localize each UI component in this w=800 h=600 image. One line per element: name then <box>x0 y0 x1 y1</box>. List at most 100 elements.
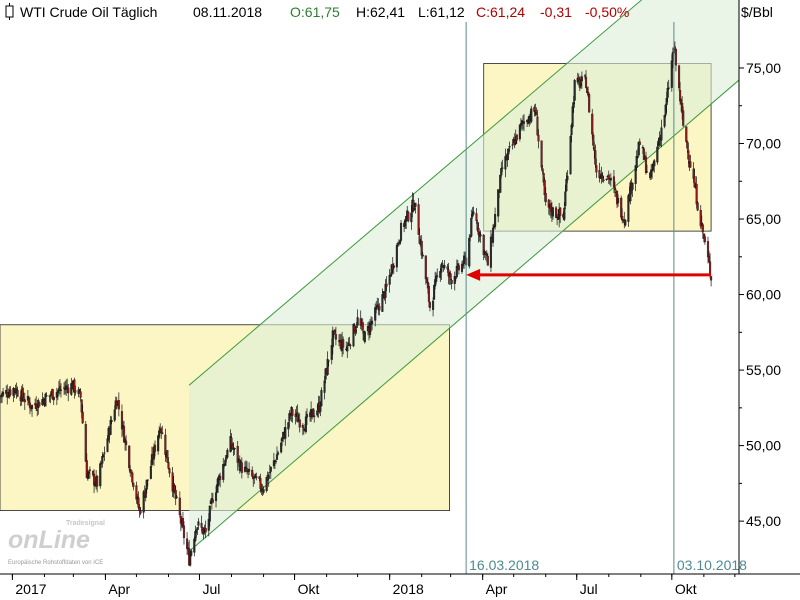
candle-body-392 <box>565 179 568 192</box>
candle-body-377 <box>543 180 546 196</box>
candle-body-59 <box>84 424 87 462</box>
candle-body-268 <box>385 283 388 287</box>
x-tick-label-1: Apr <box>108 581 130 597</box>
candle-body-403 <box>580 76 583 82</box>
candle-body-373 <box>537 134 540 142</box>
candle-body-378 <box>544 192 547 203</box>
x-tick-label-4: 2018 <box>393 581 424 597</box>
candle-body-312 <box>449 273 452 280</box>
svg-text:WTI Crude Oil Täglich 08: WTI Crude Oil Täglich 08.11.2018 O:61,75… <box>0 4 649 20</box>
candle-body-233 <box>334 334 337 340</box>
candle-body-148 <box>211 499 214 503</box>
candle-body-89 <box>128 445 131 469</box>
candle-body-3 <box>2 391 5 396</box>
candle-body-461 <box>665 98 668 105</box>
candle-body-91 <box>130 470 133 472</box>
candle-body-168 <box>240 462 243 473</box>
candle-body-187 <box>268 472 271 474</box>
candle-body-454 <box>656 146 659 163</box>
candle-body-327 <box>471 214 474 217</box>
candle-body-408 <box>588 94 591 113</box>
candle-body-277 <box>398 240 402 245</box>
candle-body-32 <box>44 393 47 407</box>
candle-body-55 <box>78 389 81 391</box>
candle-body-65 <box>93 473 96 486</box>
watermark: Tradesignal onLine Europäische Rohstoffd… <box>8 520 105 566</box>
candle-body-293 <box>421 254 424 257</box>
candle-body-198 <box>284 427 287 439</box>
candle-body-344 <box>497 189 500 217</box>
candle-body-224 <box>323 380 326 393</box>
candle-body-13 <box>16 390 19 397</box>
candle-body-383 <box>551 207 555 217</box>
candle-body-74 <box>106 438 109 452</box>
candle-body-128 <box>182 525 186 539</box>
candle-body-440 <box>635 156 638 168</box>
candle-body-161 <box>231 444 234 449</box>
candle-body-411 <box>593 147 596 151</box>
candle-body-232 <box>333 329 336 334</box>
candle-body-43 <box>59 389 63 391</box>
candle-body-384 <box>555 207 558 218</box>
y-tick-label-6: 75,00 <box>746 60 781 76</box>
header-change: -0,31 <box>540 4 572 20</box>
candle-body-5 <box>6 392 9 397</box>
candle-body-38 <box>52 396 55 401</box>
candle-body-375 <box>541 168 544 172</box>
candle-body-69 <box>99 463 102 487</box>
candle-body-329 <box>475 213 478 222</box>
candle-body-410 <box>592 134 595 146</box>
y-axis: 45,00 50,00 55,00 60,00 65,00 70,00 75,00 <box>739 60 781 529</box>
candle-body-448 <box>645 171 649 173</box>
x-tick-label-6: Jul <box>580 581 598 597</box>
x-tick-label-7: Okt <box>675 581 697 597</box>
candle-body-94 <box>135 485 138 500</box>
candles-layer <box>0 41 713 567</box>
x-tick-label-2: Jul <box>202 581 220 597</box>
candle-body-157 <box>225 457 228 460</box>
candle-body-309 <box>446 266 449 270</box>
candle-body-421 <box>607 174 610 180</box>
candle-body-123 <box>175 496 178 498</box>
candle-body-334 <box>482 234 485 255</box>
candle-body-352 <box>507 148 510 155</box>
candle-body-409 <box>591 113 594 135</box>
candle-body-474 <box>685 126 688 142</box>
candle-body-88 <box>125 440 128 445</box>
candle-body-302 <box>435 275 438 282</box>
candle-body-306 <box>441 263 444 265</box>
candle-body-393 <box>566 175 569 181</box>
candle-body-263 <box>378 305 381 311</box>
candle-body-424 <box>612 176 615 187</box>
candle-body-326 <box>470 217 473 237</box>
candle-body-287 <box>413 208 416 210</box>
candle-body-294 <box>424 255 427 280</box>
candle-body-317 <box>456 263 459 266</box>
candle-body-145 <box>208 505 211 522</box>
candle-body-174 <box>251 469 254 477</box>
candle-body-173 <box>248 468 251 472</box>
candle-body-303 <box>436 275 439 277</box>
candle-body-313 <box>450 280 453 284</box>
candle-body-18 <box>23 399 26 403</box>
candle-body-485 <box>700 222 703 225</box>
candle-body-136 <box>195 529 198 533</box>
candle-body-351 <box>506 153 509 160</box>
candle-body-396 <box>571 106 574 127</box>
candle-body-482 <box>695 183 698 205</box>
candle-body-68 <box>96 476 99 487</box>
candle-body-412 <box>594 150 597 165</box>
candle-body-71 <box>101 456 104 464</box>
candle-body-458 <box>660 127 663 141</box>
candle-body-66 <box>94 484 97 486</box>
candle-body-57 <box>80 399 83 413</box>
candle-body-413 <box>595 165 598 173</box>
candle-body-158 <box>226 449 229 458</box>
candle-body-447 <box>644 156 648 174</box>
candle-body-129 <box>186 538 189 549</box>
candle-body-154 <box>222 464 225 480</box>
candle-body-56 <box>79 391 82 398</box>
candle-body-459 <box>663 115 666 127</box>
candle-body-417 <box>601 175 604 179</box>
candle-body-73 <box>103 452 106 454</box>
